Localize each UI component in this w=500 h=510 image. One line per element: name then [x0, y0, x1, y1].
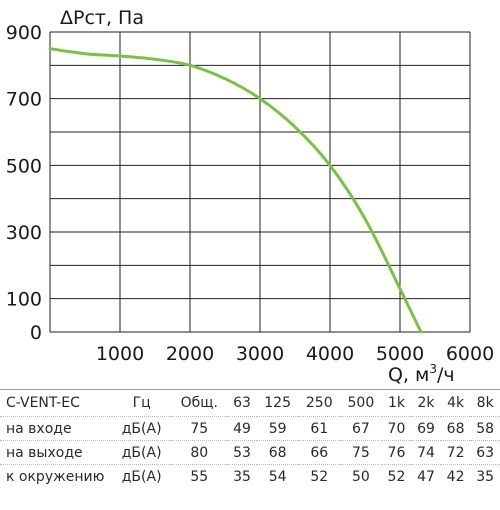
x-tick-label: 5000: [376, 343, 424, 365]
table-cell: 58: [470, 416, 500, 441]
table-column-header: 4k: [447, 395, 465, 411]
table-cell: 72: [440, 440, 471, 465]
noise-level-table: C-VENT-EC Гц Общ. 63 125 250 500 1k 2k 4k 8k на вх…: [0, 390, 500, 488]
table-row: на входе дБ(А) 75 49 59 61 67 70 69 68 58: [0, 416, 500, 441]
pressure-curve-line: [48, 47, 423, 334]
y-tick-label: 700: [6, 89, 42, 111]
x-tick-label: 3000: [236, 343, 284, 365]
table-cell: 55: [171, 464, 228, 488]
table-cell: 76: [381, 440, 412, 465]
row-unit: дБ(А): [112, 440, 172, 465]
y-tick-label: 300: [6, 222, 42, 244]
table-cell: 75: [171, 416, 228, 441]
table-cell: 66: [298, 440, 341, 465]
table-cell: 53: [227, 440, 257, 465]
x-tick-label: 4000: [306, 343, 354, 365]
table-column-header: Гц: [132, 395, 151, 411]
row-label: на входе: [0, 416, 112, 441]
table-model-header: C-VENT-EC: [6, 395, 80, 411]
x-tick-label: 1000: [96, 343, 144, 365]
table-cell: 63: [470, 440, 500, 465]
table-cell: 75: [340, 440, 382, 465]
chart-table-divider: [0, 389, 500, 390]
table-cell: 61: [298, 416, 341, 441]
pressure-flow-chart: 0 100 300 500 700 900 1000 2000 3000 4000 5000 600…: [6, 7, 494, 385]
table-cell: 68: [440, 416, 471, 441]
table-column-header: 63: [233, 395, 251, 411]
x-tick-label: 6000: [446, 343, 494, 365]
table-cell: 74: [411, 440, 441, 465]
table-cell: 35: [227, 464, 257, 488]
table-cell: 69: [411, 416, 441, 441]
table-header-row: C-VENT-EC Гц Общ. 63 125 250 500 1k 2k 4k 8k: [0, 390, 500, 417]
table-row: на выходе дБ(А) 80 53 68 66 75 76 74 72 63: [0, 440, 500, 465]
table-cell: 52: [381, 464, 412, 488]
table-cell: 68: [256, 440, 299, 465]
row-label: на выходе: [0, 440, 112, 465]
table-cell: 42: [440, 464, 471, 488]
y-tick-label: 500: [6, 155, 42, 177]
x-axis-label: Q, м3/ч: [388, 362, 455, 385]
x-tick-label: 2000: [166, 343, 214, 365]
table-cell: 80: [171, 440, 228, 465]
table-column-header: 8k: [476, 395, 494, 411]
table-cell: 54: [256, 464, 299, 488]
y-tick-labels: 0 100 300 500 700 900: [6, 22, 42, 344]
x-tick-labels: 1000 2000 3000 4000 5000 6000: [96, 343, 494, 365]
table-cell: 70: [381, 416, 412, 441]
table-column-header: 125: [264, 395, 291, 411]
table-cell: 50: [340, 464, 382, 488]
table-cell: 59: [256, 416, 299, 441]
y-tick-label: 100: [6, 289, 42, 311]
y-axis-label: ΔPст, Па: [60, 7, 144, 29]
row-unit: дБ(А): [112, 464, 172, 488]
row-label: к окружению: [0, 464, 112, 488]
table-column-header: 500: [347, 395, 375, 411]
row-unit: дБ(А): [112, 416, 172, 441]
table-column-header: 1k: [387, 395, 405, 411]
table-column-header: 2k: [417, 395, 435, 411]
table-cell: 35: [470, 464, 500, 488]
chart-grid: [49, 31, 471, 333]
chart-series: [48, 47, 423, 334]
table-cell: 47: [411, 464, 441, 488]
table-column-header: Общ.: [180, 395, 218, 411]
table-column-header: 250: [305, 395, 333, 411]
table-cell: 49: [227, 416, 257, 441]
table-cell: 67: [340, 416, 382, 441]
y-tick-label: 900: [6, 22, 42, 44]
y-tick-label: 0: [30, 322, 42, 344]
table-cell: 52: [298, 464, 341, 488]
table-row: к окружению дБ(А) 55 35 54 52 50 52 47 42 35: [0, 464, 500, 488]
